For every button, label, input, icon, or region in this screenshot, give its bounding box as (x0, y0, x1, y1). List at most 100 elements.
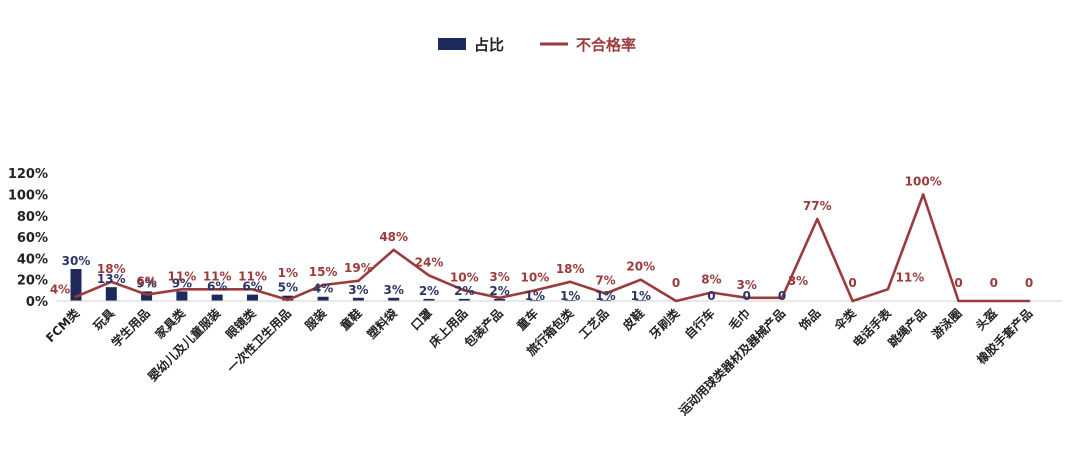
legend-bar-swatch (438, 38, 466, 50)
bar (317, 296, 329, 301)
y-axis: 0% 20% 40% 60% 80% 100% 120% (8, 167, 48, 310)
line-point (498, 296, 501, 300)
bar-data-label: 2% (419, 284, 439, 298)
line-point (816, 217, 819, 221)
line-data-label: 11% (203, 269, 232, 283)
line-data-label: 8% (701, 272, 721, 286)
bar-data-label: 1% (560, 289, 580, 303)
bar (388, 297, 400, 301)
line-point (569, 280, 572, 284)
line-data-label: 19% (344, 261, 373, 275)
bar (176, 291, 188, 301)
line-data-label: 3% (489, 270, 509, 284)
y-tick-label: 100% (8, 189, 48, 204)
bar (282, 295, 294, 301)
x-tick-label: FCM类 (43, 305, 83, 345)
bar (352, 297, 364, 301)
bar (600, 299, 611, 301)
y-tick-label: 120% (8, 167, 48, 182)
line-data-label: 3% (737, 278, 757, 292)
line-point (886, 288, 890, 291)
line-point (922, 193, 925, 196)
line-data-label: 7% (595, 274, 615, 288)
y-tick-label: 40% (17, 252, 48, 267)
x-tick-label: 毛巾 (725, 306, 753, 334)
line-point (427, 274, 431, 277)
line-data-label: 0 (1025, 276, 1033, 290)
bar (141, 291, 153, 301)
line-data-label: 77% (803, 199, 832, 213)
bar (564, 299, 576, 301)
line-point (180, 288, 184, 291)
line-point (674, 299, 678, 303)
x-tick-label: 童车 (513, 306, 541, 334)
line-point (533, 289, 537, 292)
line-point (110, 280, 113, 284)
line-point (321, 283, 325, 287)
line-point (251, 288, 254, 291)
bar-series (70, 269, 647, 301)
line-data-label: 4% (50, 283, 70, 297)
line-data-label: 0 (954, 276, 962, 290)
x-tick-label: 饰品 (796, 306, 824, 334)
line-data-label: 11% (238, 269, 267, 283)
y-tick-label: 0% (26, 295, 48, 310)
line-data-label: 24% (415, 255, 444, 269)
line-point (357, 279, 360, 282)
x-tick-label: 塑料袋 (364, 305, 401, 342)
line-data-label: 20% (626, 260, 655, 274)
bar-data-label: 6% (207, 280, 227, 294)
line-point (286, 298, 289, 302)
x-tick-label: 学生用品 (108, 306, 153, 351)
line-point (710, 291, 713, 294)
bar (70, 269, 82, 301)
bar-data-label: 0 (778, 289, 786, 303)
line-data-label: 18% (97, 262, 126, 276)
bar-data-label: 1% (595, 289, 615, 303)
line-point (851, 299, 854, 303)
bar-data-label: 13% (97, 272, 126, 286)
line-data-label: 3% (788, 274, 808, 288)
line-data-labels: 4%18%6% 11% 11% 11% 1% 15% 19%48%24%10% 3% 10%18… (50, 175, 1033, 297)
bar-data-label: 30% (62, 254, 91, 268)
line-point (639, 278, 642, 281)
x-tick-label: 游泳圈 (929, 306, 965, 342)
line-data-label: 10% (521, 270, 550, 284)
line-data-label: 15% (309, 265, 338, 279)
x-tick-label: 头盔 (972, 306, 1000, 334)
line-point (216, 288, 219, 291)
line-data-label: 6% (136, 275, 156, 289)
bar-data-label: 2% (454, 284, 474, 298)
x-tick-label: 牙刷类 (646, 305, 683, 342)
legend-line-label: 不合格率 (576, 36, 636, 54)
line-data-label: 0 (672, 276, 680, 290)
line-data-label: 10% (450, 270, 479, 284)
bar-data-label: 9% (136, 276, 156, 290)
line-data-label: 100% (905, 175, 942, 189)
line-series (74, 193, 1031, 303)
bar-data-label: 0 (707, 289, 715, 303)
line-point (780, 296, 784, 300)
line-point (74, 295, 78, 298)
bar (247, 294, 258, 301)
x-tick-label: 口罩 (408, 306, 435, 333)
x-tick-label: 一次性卫生用品 (224, 306, 294, 376)
line-point (957, 299, 960, 303)
bar-data-label: 6% (242, 280, 262, 294)
line-path (75, 193, 1030, 303)
x-tick-label: 伞类 (830, 305, 859, 334)
line-data-label: 11% (168, 269, 197, 283)
bar (529, 299, 541, 301)
bar-data-label: 9% (172, 276, 192, 290)
x-tick-label: 包装产品 (460, 306, 505, 351)
bar-data-label: 4% (313, 282, 333, 296)
x-tick-label: 工艺品 (576, 306, 612, 342)
bar (423, 298, 435, 301)
bar-data-label: 1% (631, 289, 651, 303)
y-tick-label: 60% (17, 231, 48, 246)
bar (105, 287, 117, 301)
line-data-label: 0 (848, 276, 856, 290)
line-data-label: 48% (379, 230, 408, 244)
bar-data-labels: 30%13% 9% 9% 6% 6% 5% 4% 3% 3% 2% 2% 2% 1% 1% 1% 1% 0 0 0 (62, 254, 787, 303)
